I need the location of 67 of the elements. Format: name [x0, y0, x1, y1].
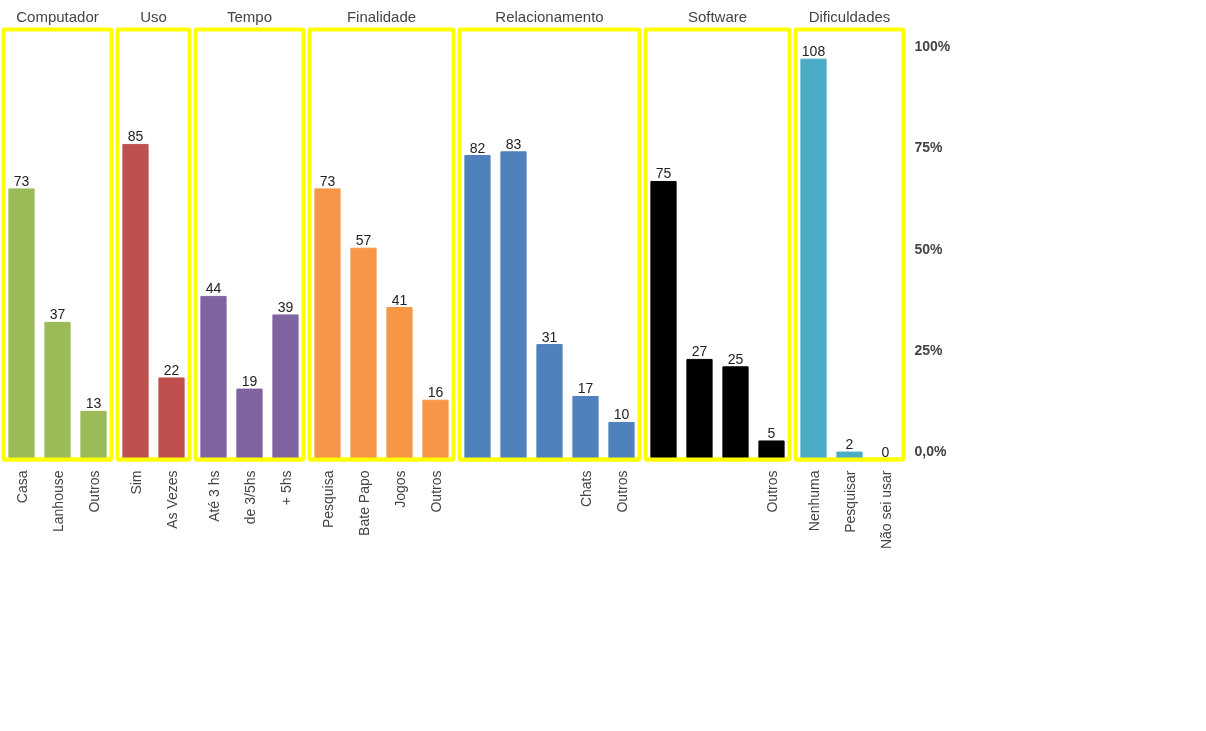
x-tick-label: Outros	[85, 470, 102, 513]
x-tick-label: Outros	[763, 470, 780, 513]
x-tick-label: Lanhouse	[49, 470, 66, 532]
bar	[314, 188, 341, 460]
x-tick-label: Jogos	[391, 470, 408, 508]
chart-title: Finalidade	[346, 7, 417, 25]
x-tick-label: Pesquisa	[319, 470, 336, 529]
bar	[350, 247, 377, 460]
data-label: 13	[85, 395, 102, 412]
x-tick-label: Até 3 hs	[205, 470, 222, 522]
data-label: 108	[801, 43, 826, 60]
data-label: 31	[541, 328, 558, 345]
bar	[500, 151, 527, 460]
data-label: 0	[881, 443, 890, 460]
chart-title: Dificuldades	[808, 7, 891, 25]
chart-title: Tempo	[226, 7, 273, 25]
x-tick-label: Chats	[577, 470, 594, 508]
data-label: 22	[163, 361, 180, 378]
data-label: 2	[845, 436, 854, 453]
x-tick-label: Outros	[613, 470, 630, 513]
chart-title: Relacionamento	[495, 7, 604, 25]
data-label: 10	[613, 406, 630, 423]
x-tick-label: Casa	[13, 470, 30, 504]
data-label: 57	[355, 232, 372, 249]
x-tick-label: Nenhuma	[805, 470, 822, 532]
data-label: 19	[241, 373, 258, 390]
bar	[758, 440, 785, 460]
data-label: 44	[205, 280, 222, 297]
bar	[386, 307, 413, 460]
data-label: 41	[391, 291, 408, 308]
text: 25%	[914, 341, 943, 358]
bar	[572, 395, 599, 460]
data-label: 83	[505, 135, 522, 152]
x-tick-label: Bate Papo	[355, 470, 372, 536]
bar	[422, 399, 449, 460]
chart-title: Uso	[140, 7, 167, 25]
text: 100%	[914, 37, 951, 54]
data-label: 85	[127, 128, 144, 145]
data-label: 25	[727, 350, 744, 367]
data-label: 82	[469, 139, 486, 156]
chart-title: Computador	[16, 7, 99, 25]
bar	[536, 344, 563, 460]
x-tick-label: Sim	[127, 470, 144, 495]
text: 50%	[914, 240, 943, 257]
bar	[686, 358, 713, 460]
bar	[608, 421, 635, 460]
chart-title: Software	[687, 7, 748, 25]
bar	[464, 155, 491, 460]
data-label: 37	[49, 306, 66, 323]
x-tick-label: Não sei usar	[877, 470, 894, 550]
data-label: 5	[767, 424, 776, 441]
text: 75%	[914, 139, 943, 156]
x-tick-label: Outros	[427, 470, 444, 513]
bar	[722, 366, 749, 460]
data-label: 75	[655, 165, 672, 182]
data-label: 27	[691, 343, 708, 360]
text: 0,0%	[914, 443, 947, 460]
x-tick-label: + 5hs	[277, 470, 294, 506]
data-label: 73	[13, 172, 30, 189]
bar	[650, 180, 677, 460]
x-tick-label: As Vezes	[163, 470, 180, 529]
data-label: 17	[577, 380, 594, 397]
data-label: 16	[427, 384, 444, 401]
x-tick-label: de 3/5hs	[241, 470, 258, 525]
x-tick-label: Pesquisar	[841, 470, 858, 533]
data-label: 73	[319, 172, 336, 189]
data-label: 39	[277, 298, 294, 315]
